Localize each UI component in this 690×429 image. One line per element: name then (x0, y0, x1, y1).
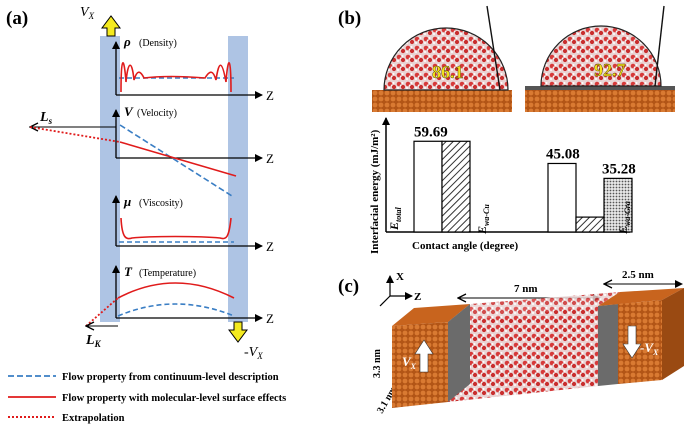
bar-group: 59.69 45.08 35.28 (413, 124, 636, 233)
water-slab-top (448, 292, 620, 322)
bar-total-cu (413, 140, 443, 233)
right-copper-side (662, 288, 684, 380)
panel-b-label: (b) (338, 8, 361, 29)
temperature-z-label: Z (266, 311, 274, 326)
density-label: (Density) (139, 38, 177, 49)
label-e-wa-gra: Ewa-Gra (616, 201, 632, 235)
left-wall (100, 36, 120, 322)
water-droplet-cu (383, 27, 509, 91)
panel-a: (a) VX Z ρ (Density) Ls Z V (Velocity) Z… (6, 5, 274, 361)
vx-right-arrow (622, 325, 642, 359)
chart-x-label: Contact angle (degree) (412, 240, 518, 252)
bar-wa-cu (441, 140, 471, 233)
viscosity-label: (Viscosity) (139, 198, 183, 209)
temperature-label: (Temperature) (139, 268, 196, 279)
velocity-extrapolation (29, 126, 121, 143)
vx-top-label: VX (80, 5, 95, 21)
contact-angle-cu: 86.1 (432, 62, 464, 82)
panel-c: (c) X Z 7 nm 2.5 nm 3.3 nm 3.1 nm VX -VX (338, 269, 684, 416)
water-slab (448, 306, 598, 402)
vx-left-label: VX (402, 354, 417, 371)
density-molecular-curve (120, 62, 232, 93)
label-e-wa-cu: Ewa-Cu (475, 204, 491, 235)
left-graphene-sheet (448, 304, 470, 402)
right-wall (228, 36, 248, 322)
bar-label-total-gra: 45.08 (546, 146, 580, 162)
contact-angle-graphene: 92.7 (594, 60, 626, 80)
temperature-extrapolation (85, 297, 119, 327)
panel-a-label: (a) (6, 8, 28, 29)
left-copper-top (392, 304, 470, 326)
bar-small-gra (575, 216, 605, 233)
right-graphene-sheet (598, 304, 618, 386)
length-wall-label: 2.5 nm (622, 269, 654, 281)
c-y-axis (379, 295, 391, 307)
bar-label-total-cu: 59.69 (414, 124, 448, 140)
label-e-total: Etotal (387, 207, 403, 231)
vx-bottom-label: -VX (244, 345, 263, 361)
cu-substrate-2 (525, 90, 675, 112)
temperature-symbol: T (124, 264, 133, 279)
viscosity-symbol: μ (123, 194, 131, 209)
vx-right-label: -VX (640, 340, 659, 357)
density-z-label: Z (266, 88, 274, 103)
bar-total-gra (547, 162, 577, 233)
legend-extrapolation-text: Extrapolation (62, 413, 125, 424)
vx-bottom-arrow (228, 321, 248, 343)
legend-continuum-text: Flow property from continuum-level descr… (62, 372, 279, 383)
velocity-symbol: V (124, 104, 134, 119)
bar-wa-gra (603, 177, 633, 233)
c-x-label: X (396, 271, 404, 283)
velocity-label: (Velocity) (137, 108, 177, 119)
height-label: 3.3 nm (372, 348, 383, 378)
bar-label-wa-gra: 35.28 (602, 161, 636, 177)
panel-b: (b) 86.1 92.7 Interfacial energy (mJ/m²)… (338, 5, 675, 254)
contact-angle-line-cu (486, 5, 501, 91)
slip-length-label: Ls (39, 110, 53, 126)
velocity-z-label: Z (266, 151, 274, 166)
panel-c-label: (c) (338, 276, 359, 297)
velocity-continuum-line (119, 124, 233, 197)
temperature-continuum-curve (117, 303, 235, 317)
contact-angle-line-graphene (654, 5, 665, 87)
velocity-molecular-line (119, 141, 237, 177)
density-symbol: ρ (123, 34, 131, 49)
cu-substrate-1 (372, 90, 512, 112)
length-water-label: 7 nm (514, 283, 538, 295)
legend-molecular-text: Flow property with molecular-level surfa… (62, 393, 286, 404)
temperature-molecular-curve (117, 282, 235, 299)
kapitza-length-label: LK (85, 333, 102, 349)
vx-left-arrow (414, 339, 434, 373)
right-copper-front (618, 300, 662, 384)
viscosity-z-label: Z (266, 239, 274, 254)
vx-top-arrow (101, 15, 121, 37)
chart-y-label: Interfacial energy (mJ/m²) (369, 129, 381, 254)
viscosity-molecular-curve (120, 217, 232, 240)
right-copper-top (598, 288, 684, 306)
c-z-label: Z (414, 291, 421, 303)
graphene-layer (525, 86, 675, 90)
legend: Flow property from continuum-level descr… (8, 372, 286, 424)
